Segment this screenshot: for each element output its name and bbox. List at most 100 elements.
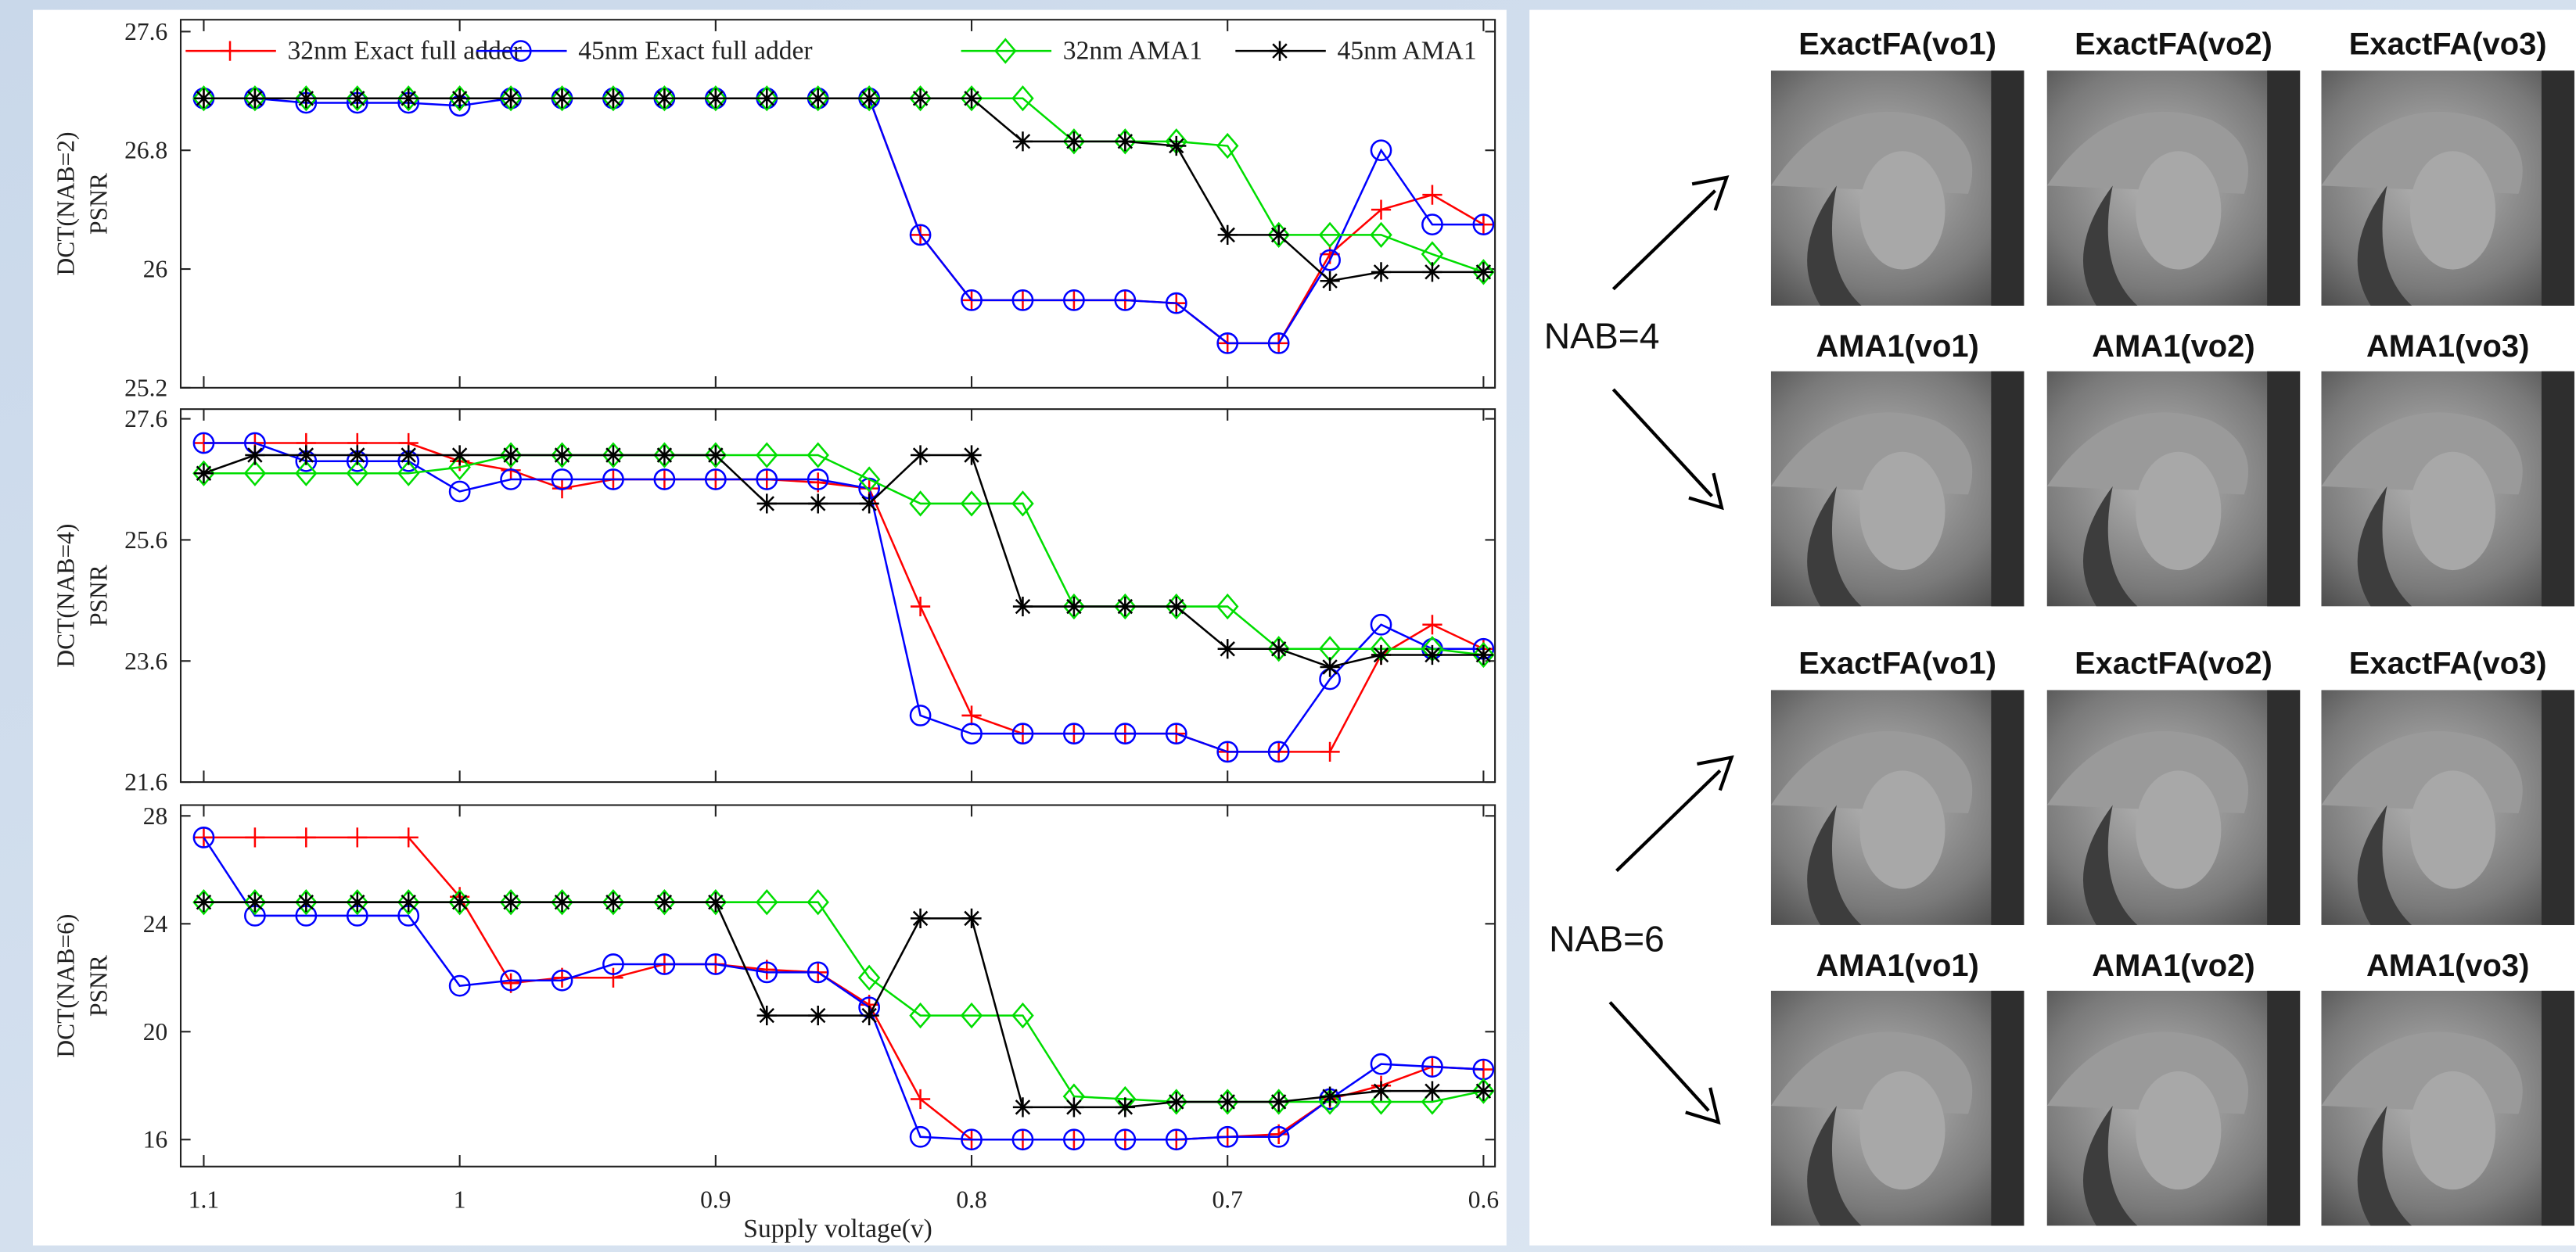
marker — [961, 705, 982, 726]
marker — [551, 969, 573, 992]
image-thumbnail — [2321, 371, 2574, 607]
marker — [653, 953, 676, 975]
marker — [1421, 1056, 1443, 1078]
marker — [243, 460, 267, 486]
marker — [1371, 199, 1392, 220]
image-caption: ExactFA(vo2) — [2075, 27, 2272, 61]
marker — [1269, 639, 1289, 659]
marker — [245, 445, 265, 465]
photo-edge — [2267, 70, 2301, 306]
axes-frame — [179, 804, 1496, 1168]
photo-face — [2409, 1071, 2496, 1190]
photo-face — [1859, 1071, 1945, 1190]
marker — [857, 85, 881, 112]
subplot: 16 20 24 28 1.1 1 0.9 0.8 0.7 0.6 DCT(NAB=6) PSNR Su… — [52, 802, 1500, 1243]
marker — [1114, 289, 1137, 311]
marker — [756, 85, 778, 112]
marker — [1267, 741, 1290, 763]
marker — [1269, 224, 1289, 245]
marker — [654, 88, 674, 109]
marker — [1371, 1081, 1392, 1101]
legend-label: 32nm AMA1 — [1063, 37, 1202, 66]
marker — [1267, 1089, 1290, 1115]
marker — [602, 953, 624, 975]
marker — [603, 967, 623, 988]
image-caption: ExactFA(vo1) — [1798, 27, 1996, 61]
marker — [961, 723, 983, 745]
marker — [1422, 262, 1442, 282]
marker — [960, 85, 983, 112]
marker — [756, 493, 777, 514]
marker — [1472, 641, 1495, 669]
marker — [448, 480, 471, 503]
marker — [1217, 639, 1238, 659]
marker — [499, 85, 523, 112]
marker — [909, 1002, 932, 1029]
marker — [1320, 1086, 1340, 1107]
image-caption: ExactFA(vo3) — [2349, 27, 2547, 61]
marker — [808, 1005, 828, 1026]
marker — [808, 493, 828, 514]
image-caption: AMA1(vo1) — [1816, 949, 1978, 983]
arrow-head — [1691, 175, 1730, 211]
marker — [1216, 1125, 1239, 1148]
photo-edge — [2267, 690, 2301, 925]
marker — [1269, 1092, 1289, 1112]
legend-marker — [1270, 41, 1290, 61]
series-line — [203, 837, 1484, 1141]
marker — [192, 889, 215, 916]
marker — [346, 889, 369, 916]
image-thumbnail — [2046, 371, 2301, 607]
marker — [1370, 613, 1392, 636]
y-tick-label: 28 — [143, 802, 167, 830]
marker — [807, 961, 829, 984]
axes-frame — [179, 408, 1496, 784]
photo-face — [1859, 151, 1945, 270]
marker — [500, 468, 522, 490]
marker — [603, 88, 623, 109]
marker — [245, 892, 265, 913]
marker — [192, 432, 215, 454]
marker — [603, 445, 623, 465]
marker — [1165, 1128, 1187, 1151]
marker — [1216, 332, 1239, 354]
marker — [654, 892, 674, 913]
marker — [193, 463, 214, 483]
marker — [706, 445, 726, 465]
marker — [296, 445, 316, 465]
marker — [450, 445, 470, 465]
photo-hair — [1807, 185, 1862, 306]
marker — [1473, 644, 1493, 665]
photo-hair — [2082, 486, 2138, 607]
marker — [909, 224, 932, 246]
y-axis-label: DCT(NAB=2) — [52, 132, 80, 276]
marker — [1062, 593, 1086, 620]
marker — [1012, 1097, 1033, 1117]
y-tick-label: 23.6 — [124, 648, 167, 675]
marker — [857, 964, 881, 991]
marker — [1267, 332, 1290, 354]
photo-edge — [1991, 70, 2025, 306]
marker — [1165, 723, 1187, 745]
marker — [398, 88, 419, 109]
marker — [450, 892, 470, 913]
marker — [961, 908, 982, 928]
marker — [961, 1128, 983, 1151]
marker — [346, 460, 369, 486]
marker — [653, 442, 676, 468]
image-thumbnail — [2046, 990, 2301, 1226]
marker — [1165, 593, 1188, 620]
marker — [501, 892, 521, 913]
marker — [1422, 644, 1442, 665]
marker — [1421, 213, 1443, 235]
marker — [347, 827, 368, 848]
marker — [1011, 85, 1034, 112]
marker — [960, 1002, 983, 1029]
marker — [961, 88, 982, 109]
image-caption: ExactFA(vo3) — [2349, 646, 2547, 680]
marker — [1472, 1078, 1495, 1104]
marker — [909, 705, 932, 726]
arrow — [1611, 189, 1716, 291]
marker — [653, 889, 676, 916]
image-thumbnail — [2046, 70, 2301, 306]
